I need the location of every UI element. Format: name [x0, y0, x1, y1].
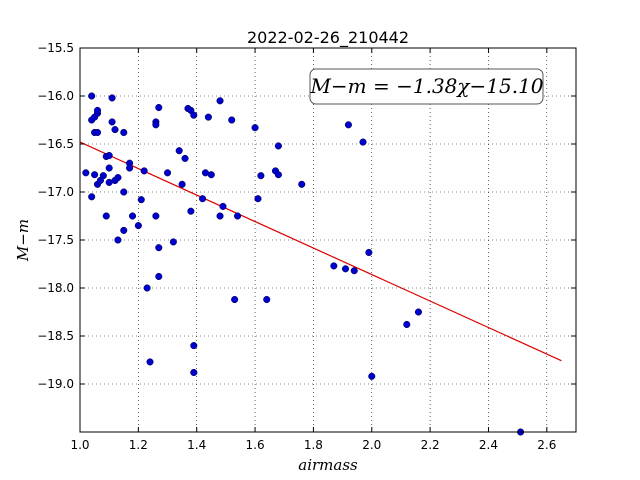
y-tick-label: −17.0: [37, 185, 74, 199]
data-point: [163, 169, 172, 177]
y-tick-label: −16.5: [37, 137, 74, 151]
data-point: [88, 92, 96, 100]
x-tick-label: 1.4: [187, 438, 206, 452]
data-point: [228, 116, 236, 124]
data-point: [274, 142, 282, 150]
axis-ticks: 1.0 1.2 1.4 1.6 1.8 2.0 2.2 2.4 2.6 −15.5 −16.0 −16…: [37, 41, 576, 452]
data-point: [254, 195, 262, 203]
data-point: [82, 169, 90, 177]
data-point: [134, 222, 142, 230]
y-tick-label: −19.0: [37, 377, 74, 391]
y-axis-label: M−m: [14, 219, 32, 262]
data-point: [105, 151, 113, 160]
data-point: [178, 180, 186, 188]
data-point: [330, 262, 338, 270]
x-tick-label: 2.6: [537, 438, 556, 452]
x-tick-label: 1.6: [246, 438, 265, 452]
y-tick-label: −17.5: [37, 233, 74, 247]
data-point: [204, 113, 212, 121]
data-point: [344, 121, 352, 129]
x-tick-label: 2.2: [421, 438, 440, 452]
x-axis-label: airmass: [298, 456, 358, 474]
data-point: [403, 320, 411, 329]
data-point: [359, 138, 367, 146]
data-point: [93, 128, 102, 137]
x-tick-label: 1.2: [129, 438, 148, 452]
legend-box: [309, 68, 544, 105]
fit-equation-text: M−m = −1.38χ−15.10: [309, 74, 543, 98]
data-point: [105, 164, 113, 172]
data-point: [414, 308, 422, 316]
data-point: [128, 212, 137, 220]
data-point: [114, 174, 122, 182]
data-point: [231, 295, 239, 304]
data-point: [152, 121, 160, 129]
data-point: [341, 265, 350, 273]
data-point: [108, 118, 116, 126]
data-point: [198, 195, 207, 203]
y-tick-label: −18.0: [37, 281, 74, 295]
x-tick-label: 1.8: [304, 438, 323, 452]
data-point: [114, 236, 122, 244]
data-point: [88, 193, 96, 201]
data-point: [155, 103, 163, 112]
data-point: [93, 106, 102, 114]
x-tick-label: 1.0: [70, 438, 89, 452]
data-point: [120, 128, 128, 137]
data-point: [120, 226, 128, 234]
y-tick-label: −18.5: [37, 329, 74, 343]
data-point: [102, 212, 110, 220]
y-tick-label: −15.5: [37, 41, 74, 55]
data-point: [190, 342, 198, 350]
data-point: [137, 196, 145, 204]
data-point: [126, 164, 134, 172]
data-point: [155, 272, 163, 281]
data-point: [190, 111, 198, 119]
data-point: [169, 238, 177, 246]
fit-line: [79, 141, 562, 362]
data-point: [152, 212, 160, 220]
data-point: [263, 295, 271, 304]
chart-title: 2022-02-26_210442: [247, 28, 409, 48]
data-point: [91, 171, 99, 179]
x-tick-label: 2.4: [479, 438, 498, 452]
data-point: [111, 126, 119, 134]
data-point: [108, 94, 116, 102]
data-point: [120, 188, 128, 196]
data-point: [274, 171, 282, 179]
data-point: [216, 97, 224, 105]
data-point: [298, 180, 306, 188]
data-point: [234, 212, 242, 220]
data-point: [99, 172, 107, 180]
y-tick-label: −16.0: [37, 89, 74, 103]
data-point: [155, 244, 163, 252]
x-tick-label: 2.0: [362, 438, 381, 452]
data-point: [146, 358, 154, 366]
data-point: [251, 124, 259, 132]
data-point: [207, 171, 215, 179]
data-point: [350, 267, 358, 275]
data-point: [365, 248, 373, 257]
data-point: [216, 212, 224, 220]
data-point: [140, 167, 148, 175]
data-point: [175, 147, 183, 155]
data-point: [368, 372, 376, 380]
data-point: [219, 202, 227, 210]
data-point: [190, 368, 198, 377]
data-point: [257, 172, 265, 180]
fit-equation-legend: M−m = −1.38χ−15.10: [309, 68, 544, 105]
data-point: [181, 154, 189, 162]
fit-line-group: [79, 141, 562, 362]
data-point: [143, 284, 151, 292]
data-point: [187, 207, 195, 215]
